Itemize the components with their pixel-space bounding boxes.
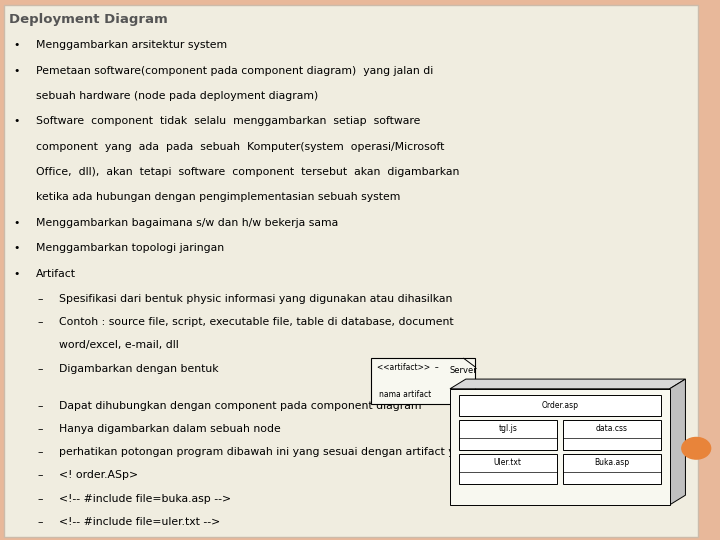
Text: –: – [37,517,43,527]
Text: •: • [13,65,19,76]
Text: Menggambarkan bagaimana s/w dan h/w bekerja sama: Menggambarkan bagaimana s/w dan h/w beke… [36,218,338,228]
Text: Pemetaan software(component pada component diagram)  yang jalan di: Pemetaan software(component pada compone… [36,65,433,76]
Text: Artifact: Artifact [36,268,76,279]
Text: –: – [37,424,43,434]
Text: Software  component  tidak  selalu  menggambarkan  setiap  software: Software component tidak selalu menggamb… [36,116,420,126]
Text: <<artifact>>  –: <<artifact>> – [377,363,438,372]
Text: perhatikan potongan program dibawah ini yang sesuai dengan artifact yang ada:: perhatikan potongan program dibawah ini … [59,447,503,457]
Text: Deployment Diagram: Deployment Diagram [9,14,167,26]
Text: Office,  dll),  akan  tetapi  software  component  tersebut  akan  digambarkan: Office, dll), akan tetapi software compo… [36,167,459,177]
Text: –: – [37,317,43,327]
Bar [450,389,670,505]
Text: •: • [13,218,19,228]
Text: Contoh : source file, script, executable file, table di database, document: Contoh : source file, script, executable… [59,317,454,327]
Text: <!-- #include file=buka.asp -->: <!-- #include file=buka.asp --> [59,494,231,504]
Text: –: – [37,294,43,304]
Text: <! order.ASp>: <! order.ASp> [59,470,138,481]
Bar [371,359,475,404]
Text: –: – [37,470,43,481]
Text: <!-- #include file=uler.txt -->: <!-- #include file=uler.txt --> [59,517,220,527]
Text: •: • [13,116,19,126]
Polygon shape [670,379,685,505]
Polygon shape [450,379,685,389]
Text: Digambarkan dengan bentuk: Digambarkan dengan bentuk [59,363,219,374]
Text: ketika ada hubungan dengan pengimplementasian sebuah system: ketika ada hubungan dengan pengimplement… [36,192,400,202]
Text: Menggambarkan topologi jaringan: Menggambarkan topologi jaringan [36,243,224,253]
Text: Buka.asp: Buka.asp [594,458,629,468]
Bar [459,454,557,484]
Text: Order.asp: Order.asp [541,401,578,410]
Text: data.css: data.css [596,424,628,434]
Text: •: • [13,268,19,279]
Text: nama artifact: nama artifact [379,390,432,399]
Circle shape [682,437,711,459]
Text: Server: Server [450,366,478,375]
Text: –: – [37,494,43,504]
Bar [563,420,661,450]
Text: Dapat dihubungkan dengan component pada component diagram: Dapat dihubungkan dengan component pada … [59,401,421,411]
Text: –: – [37,363,43,374]
Text: –: – [37,447,43,457]
Text: •: • [13,40,19,50]
Text: tgl.js: tgl.js [498,424,517,434]
Text: sebuah hardware (node pada deployment diagram): sebuah hardware (node pada deployment di… [36,91,318,101]
Text: –: – [37,401,43,411]
Bar [459,420,557,450]
Text: Hanya digambarkan dalam sebuah node: Hanya digambarkan dalam sebuah node [59,424,281,434]
Text: •: • [13,243,19,253]
Text: word/excel, e-mail, dll: word/excel, e-mail, dll [59,340,179,350]
Bar [563,454,661,484]
FancyBboxPatch shape [4,5,698,537]
Text: component  yang  ada  pada  sebuah  Komputer(system  operasi/Microsoft: component yang ada pada sebuah Komputer(… [36,141,444,152]
Bar [459,395,661,416]
Text: Menggambarkan arsitektur system: Menggambarkan arsitektur system [36,40,227,50]
Text: Spesifikasi dari bentuk physic informasi yang digunakan atau dihasilkan: Spesifikasi dari bentuk physic informasi… [59,294,452,304]
Text: Uler.txt: Uler.txt [494,458,522,468]
